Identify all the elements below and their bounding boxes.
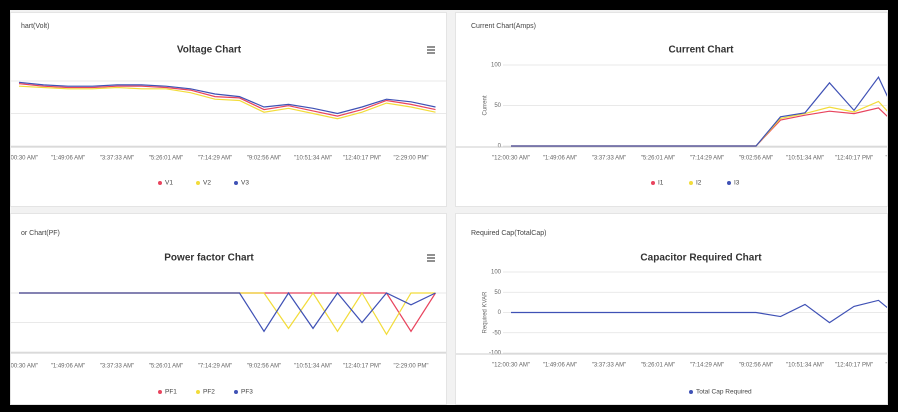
chart-title: Capacitor Required Chart [640, 253, 762, 264]
y-axis-label: Required KVAR [483, 291, 489, 334]
x-tick-label: "10:51:34 AM" [786, 363, 824, 369]
card-header: Current Chart(Amps) [471, 23, 536, 30]
legend-marker [158, 390, 162, 394]
x-tick-label: "1:49:06 AM" [51, 156, 86, 162]
y-tick-label: 100 [491, 270, 502, 276]
x-tick-label: "10:51:34 AM" [294, 156, 332, 162]
legend-label: I1 [658, 180, 664, 187]
legend-marker [234, 181, 238, 185]
card-header: Required Cap(TotalCap) [471, 230, 546, 237]
y-tick-label: 0 [498, 144, 502, 150]
chart-title: Power factor Chart [164, 253, 254, 264]
x-tick-label: "9:02:56 AM" [739, 156, 774, 162]
x-tick-label: "5:26:01 AM" [149, 156, 184, 162]
legend-label: I2 [696, 180, 702, 187]
chart-card: Required Cap(TotalCap) Capacitor Required… [455, 213, 888, 405]
y-tick-label: -50 [492, 330, 501, 336]
x-tick-label: "5:26:01 AM" [641, 363, 676, 369]
series-line [511, 299, 887, 324]
legend-label: PF3 [241, 389, 253, 396]
x-tick-label: "12:00:30 AM" [11, 156, 38, 162]
legend-label: V2 [203, 180, 211, 187]
legend-marker [196, 390, 200, 394]
legend-marker [158, 181, 162, 185]
x-tick-label: "7:14:29 AM" [690, 363, 725, 369]
legend-label: V1 [165, 180, 173, 187]
x-tick-label: "7:14:29 AM" [690, 156, 725, 162]
legend-marker [689, 390, 693, 394]
series-line [511, 107, 887, 147]
series-line [18, 85, 436, 120]
chart-card: Current Chart(Amps) Current Chart 0 50 100 Cu… [455, 12, 888, 207]
x-tick-label: "3:37:33 AM" [100, 156, 135, 162]
x-tick-label: "9:02:56 AM" [739, 363, 774, 369]
chart: Current Chart(Amps) Current Chart 0 50 100 Cu… [456, 23, 888, 187]
x-tick-label: "3:37:33 AM" [592, 156, 627, 162]
y-tick-label: 0 [498, 310, 502, 316]
y-tick-label: 50 [494, 290, 501, 296]
legend-label: V3 [241, 180, 249, 187]
series-line [511, 100, 887, 147]
series-line [511, 75, 887, 147]
x-tick-label: "10:51:34 AM" [786, 156, 824, 162]
x-tick-label: "9:02:56 AM" [247, 364, 282, 370]
legend-label: I3 [734, 180, 740, 187]
legend-label: Total Cap Required [696, 389, 752, 396]
legend-marker [651, 181, 655, 185]
x-tick-label: "12:00:30 AM" [492, 156, 530, 162]
x-tick-label: "2:29:00 PM" [394, 156, 429, 162]
x-tick-label: "12:40:17 PM" [835, 363, 873, 369]
x-tick-label: "9:02:56 AM" [247, 156, 282, 162]
x-tick-label: "7:14:29 AM" [198, 364, 233, 370]
legend-marker [234, 390, 238, 394]
chart: Required Cap(TotalCap) Capacitor Required… [456, 230, 888, 396]
x-tick-label: "12:40:17 PM" [343, 364, 381, 370]
card-header: or Chart(PF) [21, 230, 60, 237]
x-tick-label: "12:40:17 PM" [835, 156, 873, 162]
legend-label: PF2 [203, 389, 215, 396]
x-tick-label: "2:29:00 PM" [394, 364, 429, 370]
x-tick-label: "7:14:29 AM" [198, 156, 233, 162]
legend-marker [727, 181, 731, 185]
x-tick-label: "2:29:00 PM" [886, 363, 888, 369]
series-line [18, 81, 436, 115]
x-tick-label: "2:29:00 PM" [886, 156, 888, 162]
series-line [18, 83, 436, 117]
x-tick-label: "3:37:33 AM" [100, 364, 135, 370]
chart-card: or Chart(PF) Power factor Chart "12:00:30 … [10, 213, 447, 405]
y-tick-label: 50 [494, 103, 501, 109]
x-tick-label: "12:00:30 AM" [11, 364, 38, 370]
y-tick-label: 100 [491, 63, 502, 69]
chart-card: hart(Volt) Voltage Chart "12:00:30 AM" "1:4… [10, 12, 447, 207]
dashboard: hart(Volt) Voltage Chart "12:00:30 AM" "1:4… [10, 10, 888, 405]
x-tick-label: "12:00:30 AM" [492, 363, 530, 369]
y-tick-label: -100 [489, 351, 502, 357]
x-tick-label: "1:49:06 AM" [51, 364, 86, 370]
legend-marker [689, 181, 693, 185]
x-tick-label: "3:37:33 AM" [592, 363, 627, 369]
card-header: hart(Volt) [21, 23, 49, 30]
chart-title: Current Chart [668, 45, 734, 56]
chart: hart(Volt) Voltage Chart "12:00:30 AM" "1:4… [11, 23, 446, 187]
x-tick-label: "10:51:34 AM" [294, 364, 332, 370]
y-axis-label: Current [483, 95, 489, 115]
x-tick-label: "5:26:01 AM" [641, 156, 676, 162]
chart-title: Voltage Chart [177, 45, 242, 56]
legend-label: PF1 [165, 389, 177, 396]
chart: or Chart(PF) Power factor Chart "12:00:30 … [11, 230, 446, 396]
x-tick-label: "1:49:06 AM" [543, 156, 578, 162]
x-tick-label: "1:49:06 AM" [543, 363, 578, 369]
x-tick-label: "12:40:17 PM" [343, 156, 381, 162]
series-line [19, 291, 436, 333]
x-tick-label: "5:26:01 AM" [149, 364, 184, 370]
legend-marker [196, 181, 200, 185]
series-line [19, 291, 436, 336]
